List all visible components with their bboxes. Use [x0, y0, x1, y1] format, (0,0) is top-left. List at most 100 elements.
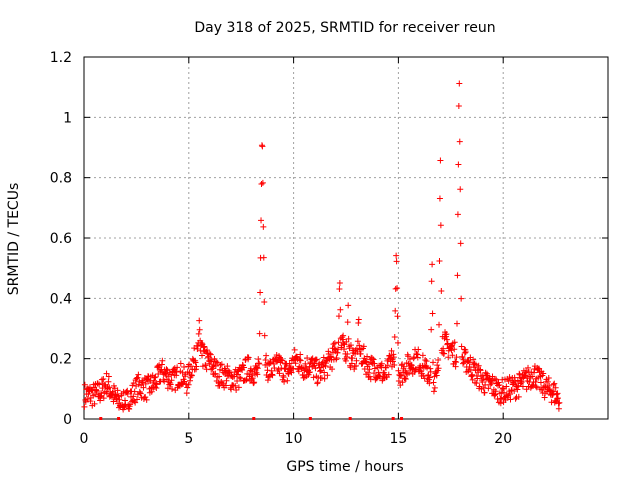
data-point	[196, 326, 203, 333]
data-point	[99, 417, 103, 420]
data-point	[385, 371, 392, 378]
data-point	[459, 354, 466, 361]
data-point	[320, 354, 327, 361]
data-point	[540, 370, 547, 377]
data-point	[302, 360, 309, 367]
data-point	[98, 376, 105, 383]
data-point	[193, 363, 200, 370]
data-point	[131, 388, 138, 395]
data-point	[346, 345, 353, 352]
data-point	[391, 417, 395, 420]
data-point	[395, 367, 402, 374]
data-point	[256, 360, 263, 367]
data-point	[428, 278, 435, 285]
data-point	[406, 369, 413, 376]
data-point	[537, 379, 544, 386]
data-point	[336, 280, 343, 287]
data-points	[81, 80, 563, 420]
data-point	[337, 306, 344, 313]
data-point	[479, 378, 486, 385]
data-point	[474, 375, 481, 382]
data-point	[519, 383, 526, 390]
data-point	[441, 350, 448, 357]
data-point	[427, 368, 434, 375]
data-point	[498, 395, 505, 402]
data-point	[335, 346, 342, 353]
data-point	[96, 381, 103, 388]
data-point	[436, 257, 443, 264]
data-point	[213, 358, 220, 365]
data-point	[252, 417, 256, 420]
data-point	[251, 379, 258, 386]
data-point	[360, 343, 367, 350]
x-tick-label: 0	[80, 431, 89, 447]
data-point	[529, 373, 536, 380]
data-point	[269, 372, 276, 379]
data-point	[115, 393, 122, 400]
data-point	[473, 380, 480, 387]
data-point	[401, 375, 408, 382]
data-point	[133, 375, 140, 382]
data-point	[370, 356, 377, 363]
data-point	[216, 373, 223, 380]
data-point	[453, 354, 460, 361]
data-point	[247, 365, 254, 372]
data-point	[430, 359, 437, 366]
y-axis-label: SRMTID / TECUs	[6, 183, 22, 296]
data-point	[156, 362, 163, 369]
data-point	[312, 365, 319, 372]
data-point	[453, 359, 460, 366]
x-tick-label: 20	[494, 431, 512, 447]
data-point	[541, 383, 548, 390]
data-point	[218, 361, 225, 368]
data-point	[437, 222, 444, 229]
data-point	[257, 289, 264, 296]
x-tick-label: 5	[184, 431, 193, 447]
data-point	[458, 343, 465, 350]
data-point	[91, 400, 98, 407]
data-point	[264, 367, 271, 374]
x-tick-label: 10	[285, 431, 303, 447]
data-point	[261, 332, 268, 339]
data-point	[362, 358, 369, 365]
data-point	[169, 386, 176, 393]
data-point	[159, 357, 166, 364]
data-point	[296, 356, 303, 363]
data-point	[515, 393, 522, 400]
data-point	[292, 360, 299, 367]
y-tick-label: 0	[63, 412, 72, 428]
data-point	[160, 376, 167, 383]
data-point	[245, 354, 252, 361]
data-point	[234, 378, 241, 385]
data-point	[297, 357, 304, 364]
data-point	[198, 340, 205, 347]
data-point	[454, 272, 461, 279]
data-point	[546, 382, 553, 389]
data-point	[110, 398, 117, 405]
data-point	[435, 357, 442, 364]
data-point	[369, 355, 376, 362]
data-point	[532, 383, 539, 390]
data-point	[142, 394, 149, 401]
data-point	[206, 350, 213, 357]
data-point	[195, 330, 202, 337]
data-point	[433, 372, 440, 379]
data-point	[481, 389, 488, 396]
data-point	[104, 385, 111, 392]
data-point	[507, 391, 514, 398]
data-point	[224, 363, 231, 370]
data-point	[426, 374, 433, 381]
data-point	[259, 179, 266, 186]
data-point	[185, 381, 192, 388]
data-point	[552, 384, 559, 391]
data-point	[449, 352, 456, 359]
data-point	[199, 352, 206, 359]
data-point	[436, 195, 443, 202]
data-point	[84, 395, 91, 402]
data-point	[321, 375, 328, 382]
data-point	[308, 417, 312, 420]
data-point	[209, 365, 216, 372]
data-point	[454, 320, 461, 327]
data-point	[333, 355, 340, 362]
data-point	[475, 362, 482, 369]
